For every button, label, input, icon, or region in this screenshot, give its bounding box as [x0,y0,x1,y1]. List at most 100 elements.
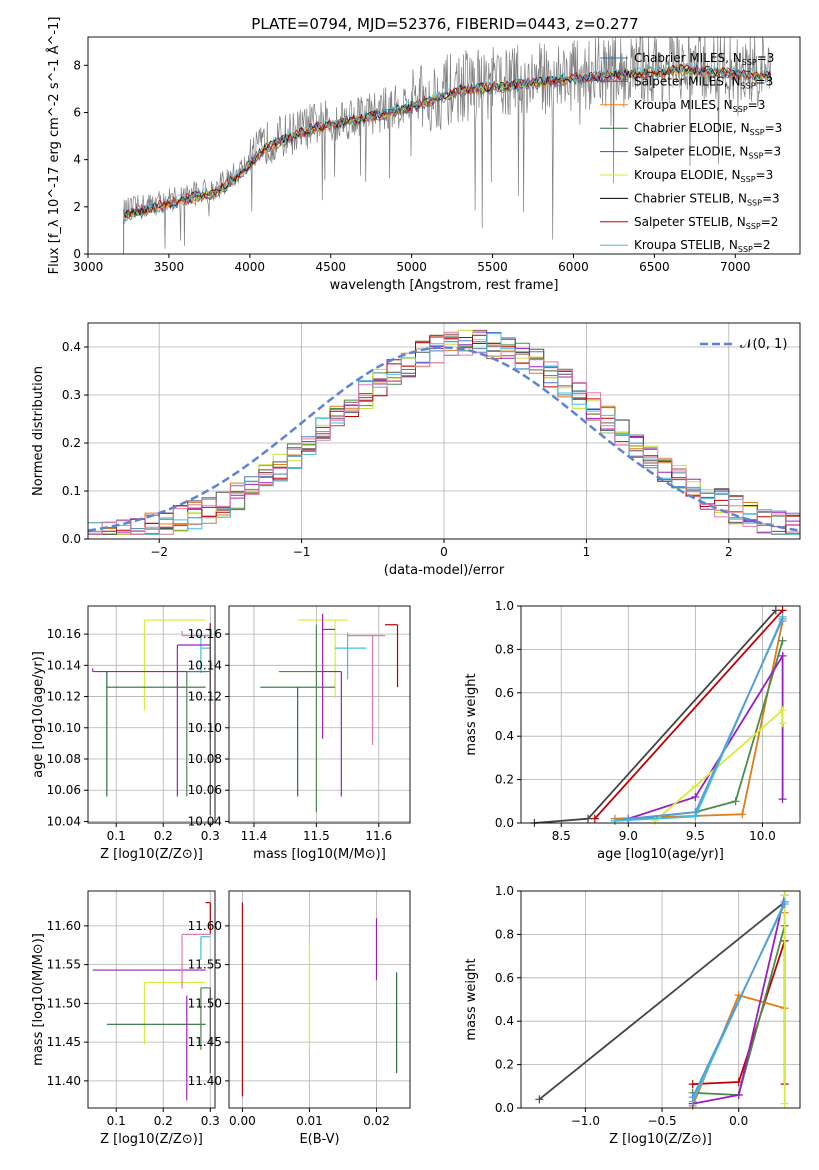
legend-entry: Salpeter STELIB, NSSP=2 [634,215,778,231]
legend-subscript: SSP [746,222,761,231]
y-tick-label: 10.16 [188,627,222,641]
model-series-8 [123,63,772,218]
y-tick-label: 0.8 [495,927,514,941]
weight-marker [778,636,787,645]
legend-entry: Kroupa STELIB, NSSP=2 [634,238,771,254]
legend: Chabrier MILES, NSSP=3 Salpeter MILES, NS… [600,51,782,254]
panel-5: 8.5 9.0 9.5 10.0 0.0 0.2 0.4 0.6 0.8 1.0 age [log1… [464,599,801,862]
y-tick-label: 10.10 [188,721,222,735]
x-tick-label: 11.5 [303,829,330,843]
y-axis-label: Normed distribution [31,366,46,496]
weight-marker [738,810,747,819]
weight-marker [778,651,787,660]
spectrum-data [123,37,772,249]
x-tick-label: 0.2 [154,1114,173,1128]
axes-frame [228,605,411,824]
weight-marker [584,814,593,823]
y-tick-label: 10.08 [188,752,222,766]
weight-series-5 [628,652,784,820]
y-tick-label: 10.10 [47,721,81,735]
x-tick-label: 7000 [720,260,751,274]
y-axis-label: mass weight [464,958,479,1040]
axes-frame [228,890,411,1109]
weight-marker [590,814,599,823]
x-tick-label: 6500 [639,260,670,274]
weight-series-8 [691,903,786,1098]
model-series-9 [123,62,772,216]
legend-n: =3 [757,51,775,65]
y-tick-label: 11.50 [47,996,81,1010]
weight-series-6 [654,708,784,822]
legend-subscript: SSP [750,128,765,137]
y-tick-label: 10.12 [47,690,81,704]
axes-frame [87,890,216,1109]
panel-2: −2 −1 0 1 2 0.0 0.1 0.2 0.3 0.4 (data-model)/error… [31,322,801,578]
weight-marker [535,1095,544,1104]
weight-marker [691,792,700,801]
legend-entry: 𝒩(0, 1) [740,337,787,352]
x-tick-label: 0.0 [729,1114,748,1128]
x-tick-label: 3000 [73,260,104,274]
panel-6: 0.1 0.2 0.3 11.40 11.45 11.50 11.55 11.60 Z [log… [31,890,220,1147]
y-tick-label: 11.55 [47,958,81,972]
legend-entry: Chabrier STELIB, NSSP=3 [634,191,780,207]
x-tick-label: 9.0 [619,829,638,843]
weight-marker [780,900,789,909]
x-tick-label: 0.01 [296,1114,323,1128]
legend-subscript: SSP [733,105,748,114]
y-axis-label: age [log10(age/yr)] [31,651,46,778]
x-axis-label: wavelength [Angstrom, rest frame] [330,278,559,293]
x-tick-label: 5000 [396,260,427,274]
legend-n: =3 [765,121,783,135]
legend-entry: Chabrier ELODIE, NSSP=3 [634,121,782,137]
y-tick-label: 0.0 [495,816,514,830]
y-tick-label: 11.40 [188,1074,222,1088]
legend-subscript: SSP [741,81,756,90]
y-tick-label: 0.4 [62,340,81,354]
axes-frame [520,890,801,1109]
x-tick-label: 4000 [235,260,266,274]
model-series-7 [123,63,772,219]
y-tick-label: 11.45 [188,1035,222,1049]
y-axis-label: mass [log10(M/M⊙)] [31,933,46,1066]
x-tick-label: 11.4 [241,829,268,843]
y-tick-label: 10.06 [47,783,81,797]
legend-entry: Kroupa MILES, NSSP=3 [634,98,765,114]
y-tick-label: 0.4 [495,729,514,743]
panel-1: 3000 3500 4000 4500 5000 5500 6000 6500 7000 0 2 4 6… [46,17,801,293]
y-tick-label: 0.0 [495,1101,514,1115]
legend-subscript: SSP [748,152,763,161]
weight-marker [610,816,619,825]
y-tick-label: 11.40 [47,1074,81,1088]
x-tick-label: 4500 [315,260,346,274]
y-tick-label: 4 [73,153,81,167]
spectra [123,37,772,254]
y-tick-label: 1.0 [495,884,514,898]
x-tick-label: −0.5 [647,1114,676,1128]
y-tick-label: 10.14 [188,658,222,672]
weight-marker [778,795,787,804]
weight-marker [778,706,787,715]
histogram-10 [88,331,800,535]
legend-entry: Salpeter ELODIE, NSSP=3 [634,145,781,161]
weight-marker [780,1099,789,1108]
panel-7: 0.00 0.01 0.02 11.40 11.45 11.50 11.55 11.60 E(B… [188,890,411,1147]
x-tick-label: 0.1 [107,829,126,843]
x-tick-label: 0.2 [154,829,173,843]
weight-series-3 [614,621,784,820]
x-tick-label: 0.02 [363,1114,390,1128]
y-tick-label: 11.60 [47,919,81,933]
y-tick-label: 0.3 [62,388,81,402]
x-axis-label: Z [log10(Z/Z⊙)] [609,1132,712,1147]
axes-frame [87,605,216,824]
y-tick-label: 2 [73,200,81,214]
weight-marker [731,797,740,806]
x-axis-label: mass [log10(M/M⊙)] [253,847,386,862]
axes-frame [87,322,801,540]
legend-n: =3 [756,168,774,182]
legend-n: =3 [762,191,780,205]
y-tick-label: 0.4 [495,1014,514,1028]
y-tick-label: 0.1 [62,484,81,498]
weight-series-1 [538,901,786,1101]
